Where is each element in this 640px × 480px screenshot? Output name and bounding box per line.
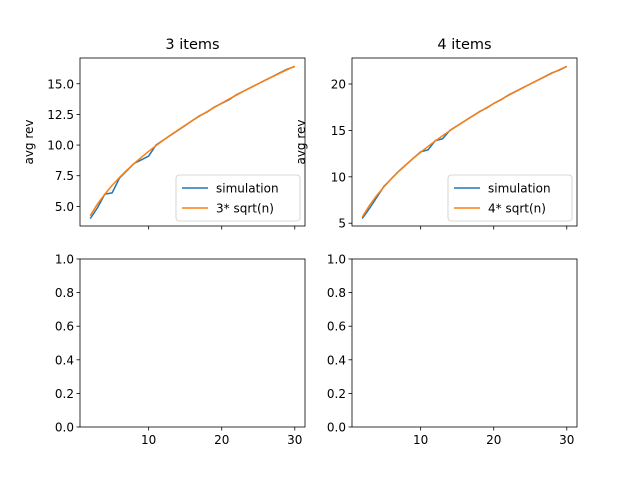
legend: simulation 4* sqrt(n): [447, 174, 573, 222]
series-line-2: [361, 65, 568, 218]
y-axis-label: avg rev: [22, 119, 36, 164]
legend-frame: [447, 174, 573, 222]
legend-label-2: 4* sqrt(n): [488, 202, 546, 216]
legend: simulation 3* sqrt(n): [175, 174, 301, 222]
y-axis-label: avg rev: [294, 119, 308, 164]
y-tick-label: 0.4: [55, 353, 74, 367]
y-tick-label: 20: [331, 77, 346, 91]
legend-frame: [175, 174, 301, 222]
axes-frame: [79, 57, 306, 227]
x-tick-label: 10: [141, 433, 156, 447]
axes-frame: [79, 258, 306, 428]
subplot-4: 10 20 30 0.0 0.2 0.4 0.6 0.8 1.0: [327, 253, 578, 447]
y-tick-label: 15.0: [47, 77, 74, 91]
y-tick-label: 5: [338, 217, 346, 231]
y-tick-label: 0.8: [55, 286, 74, 300]
legend-label-1: simulation: [216, 182, 279, 196]
subplot-1: 5.0 7.5 10.0 12.5 15.0 3 items avg rev simulati…: [22, 37, 306, 230]
y-tick-label: 0.6: [327, 320, 346, 334]
subplot-3: 10 20 30 0.0 0.2 0.4 0.6 0.8 1.0: [55, 253, 306, 447]
subplot-title: 3 items: [165, 37, 219, 53]
x-tick-label: 20: [486, 433, 501, 447]
y-tick-label: 15: [331, 124, 346, 138]
axes-frame: [351, 258, 578, 428]
subplot-2: 5 10 15 20 4 items avg rev simulation 4* sqrt(n…: [294, 37, 578, 231]
y-tick-label: 0.2: [327, 387, 346, 401]
y-tick-label: 0.6: [55, 320, 74, 334]
subplot-grid: 5.0 7.5 10.0 12.5 15.0 3 items avg rev simulati…: [22, 37, 578, 447]
x-tick-label: 30: [287, 433, 302, 447]
axes-frame: [351, 57, 578, 227]
y-tick-label: 0.4: [327, 353, 346, 367]
legend-label-2: 3* sqrt(n): [216, 202, 274, 216]
y-tick-label: 0.0: [327, 421, 346, 435]
y-tick-label: 5.0: [55, 200, 74, 214]
y-tick-label: 1.0: [327, 253, 346, 267]
y-tick-label: 1.0: [55, 253, 74, 267]
y-tick-label: 0.2: [55, 387, 74, 401]
y-tick-label: 7.5: [55, 169, 74, 183]
y-tick-label: 0.8: [327, 286, 346, 300]
y-tick-label: 10.0: [47, 139, 74, 153]
legend-label-1: simulation: [488, 182, 551, 196]
y-tick-label: 0.0: [55, 421, 74, 435]
series-line-2: [89, 65, 296, 217]
y-tick-label: 10: [331, 170, 346, 184]
subplot-title: 4 items: [437, 37, 491, 53]
x-tick-label: 10: [413, 433, 428, 447]
y-tick-label: 12.5: [47, 108, 74, 122]
x-tick-label: 30: [559, 433, 574, 447]
x-tick-label: 20: [214, 433, 229, 447]
